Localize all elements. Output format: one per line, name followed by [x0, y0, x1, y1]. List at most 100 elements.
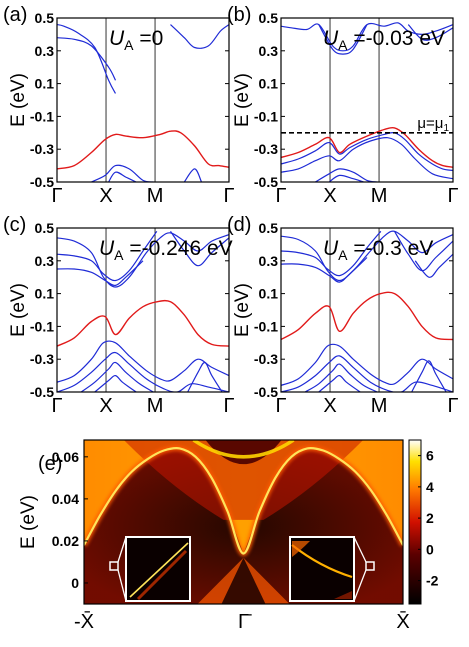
band-panel-b: μ=μ10.50.30.1-0.1-0.3-0.5Γ X M ΓE (eV)(b)UA…: [227, 4, 459, 207]
y-axis-label: E (eV): [8, 73, 29, 127]
y-tick-label: 0.1: [259, 286, 279, 302]
annotation-rest: =-0.246 eV: [124, 237, 233, 260]
band-series-5: [108, 171, 137, 182]
band-series-3: [57, 130, 229, 170]
y-tick-label: 0.1: [35, 76, 55, 92]
band-series-4: [281, 131, 453, 172]
y-tick-label: 0.3: [35, 43, 55, 59]
y-axis-label: E (eV): [18, 495, 39, 549]
band-series-4: [414, 253, 453, 278]
annotation-sub: A: [338, 247, 348, 263]
x-tick-label: X: [323, 185, 336, 207]
band-series-0: [281, 22, 453, 52]
inset-surface-line: [129, 542, 189, 598]
annotation-main: U: [99, 237, 115, 260]
band-series-6: [315, 168, 378, 182]
y-tick-label: -0.1: [254, 318, 278, 334]
band-series-7: [328, 174, 364, 182]
x-tick-label: -X̄: [74, 610, 94, 633]
band-series-3: [281, 126, 453, 168]
gamma-upper-band: [192, 440, 295, 459]
band-series-5: [281, 291, 453, 341]
x-tick-label: M: [371, 185, 388, 207]
y-tick-label: -0.3: [30, 141, 54, 157]
panel-annotation: UA =-0.03 eV: [323, 27, 445, 53]
colorbar-tick-label: -2: [426, 573, 439, 589]
x-tick-label: M: [147, 395, 164, 417]
y-axis-label: E (eV): [232, 73, 253, 127]
x-tick-label: X: [99, 185, 112, 207]
y-tick-label: 0.5: [35, 220, 55, 236]
gamma-lower-dark: [221, 557, 266, 604]
x-tick-label: Γ: [275, 185, 286, 207]
y-tick-label: 0.3: [35, 253, 55, 269]
y-tick-label: -0.5: [254, 174, 278, 190]
panel-label: (a): [3, 4, 27, 26]
y-tick-label: -0.1: [30, 108, 54, 124]
band-series-2: [407, 24, 453, 41]
bulk-continuum-upper: [123, 440, 364, 520]
band-series-0: [57, 24, 117, 94]
x-tick-label: X: [323, 395, 336, 417]
band-series-8: [304, 363, 378, 392]
panel-label: (b): [227, 4, 251, 26]
band-series-2: [170, 24, 229, 49]
colorbar-gradient: [408, 439, 422, 605]
band-panel-a: 0.50.30.1-0.1-0.3-0.5Γ X M ΓE (eV)(a)UA =0: [3, 4, 235, 207]
x-tick-label: Γ̄: [238, 611, 252, 633]
band-series-8: [94, 374, 137, 392]
y-tick-label: -0.5: [254, 384, 278, 400]
x-tick-label: Γ: [275, 395, 286, 417]
annotation-rest: =-0.3 eV: [348, 237, 434, 260]
y-tick-label: 0: [71, 575, 79, 591]
band-lines: [281, 18, 453, 182]
annotation-main: U: [323, 27, 339, 50]
y-tick-label: 0.5: [35, 10, 55, 26]
x-tick-label: M: [371, 395, 388, 417]
inset-connector: [353, 536, 367, 563]
band-series-1: [281, 230, 382, 277]
x-tick-label: Γ: [51, 395, 62, 417]
fermi-level-label: μ=μ1: [417, 115, 449, 134]
inset-anchor-box: [365, 561, 375, 571]
plot-frame: [56, 227, 230, 393]
fermi-level-label-main: μ=μ: [417, 115, 443, 132]
y-tick-label: 0.5: [259, 220, 279, 236]
band-series-2: [57, 260, 144, 287]
gamma-upper-dark: [205, 440, 282, 465]
x-tick-label: Γ: [223, 395, 234, 417]
band-series-7: [80, 361, 154, 392]
colorbar-tick-label: 0: [426, 541, 434, 557]
inset-right: [289, 536, 375, 602]
fermi-level-label-sub: 1: [443, 123, 449, 134]
panel-label: (c): [3, 214, 26, 236]
annotation-sub: A: [114, 247, 124, 263]
y-tick-label: -0.1: [30, 318, 54, 334]
x-tick-label: Γ: [51, 185, 62, 207]
y-tick-label: 0.06: [52, 449, 79, 465]
y-tick-label: -0.1: [254, 108, 278, 124]
annotation-sub: A: [338, 37, 348, 53]
band-panel-d: 0.50.30.1-0.1-0.3-0.5Γ X M ΓE (eV)(d)UA =-0…: [227, 214, 459, 417]
y-tick-label: 0.3: [259, 43, 279, 59]
y-tick-label: -0.5: [30, 384, 54, 400]
y-tick-label: 0.1: [259, 76, 279, 92]
y-tick-label: -0.3: [30, 351, 54, 367]
panel-annotation: UA =-0.3 eV: [323, 237, 433, 263]
x-tick-label: Γ: [447, 185, 458, 207]
band-series-6: [281, 343, 453, 386]
y-axis-label: E (eV): [232, 283, 253, 337]
y-tick-label: 0.1: [35, 286, 55, 302]
band-series-6: [183, 168, 203, 182]
band-panel-c: 0.50.30.1-0.1-0.3-0.5Γ X M ΓE (eV)(c)UA =-0…: [3, 214, 235, 417]
panel-label: (e): [38, 453, 62, 475]
band-series-0: [57, 232, 229, 288]
band-lines: [57, 18, 229, 182]
inset-bulk-edge: [136, 549, 188, 601]
band-series-0: [281, 230, 453, 282]
y-tick-label: -0.5: [30, 174, 54, 190]
colorbar-tick-label: 4: [426, 479, 434, 495]
x-tick-label: Γ: [223, 185, 234, 207]
y-tick-label: 0.04: [52, 491, 79, 507]
